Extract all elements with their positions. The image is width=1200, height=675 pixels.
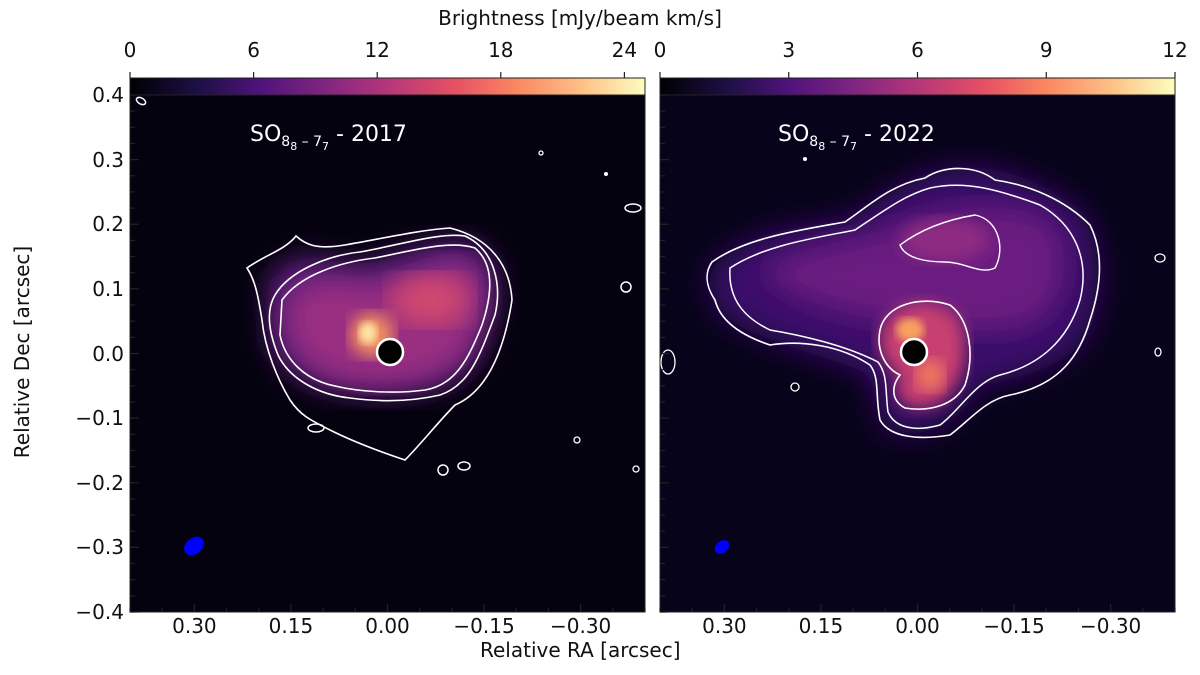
colorbar-tick-label: 24 [611,38,638,62]
y-axis-label: Relative Dec [arcsec] [10,245,34,459]
x-tick-label: −0.30 [549,614,612,638]
colorbar-right [659,77,1176,96]
x-tick-label: 0.15 [268,614,314,638]
x-tick-label: 0.15 [798,614,844,638]
x-tick-label: 0.00 [365,614,410,638]
contour-mid [268,234,499,402]
colorbar-left [129,77,646,96]
colorbar-tick-label: 6 [911,38,924,62]
panel-right-image [659,94,1176,613]
x-tick-label: 0.30 [702,614,747,638]
axis-ticks [129,72,1176,613]
contour-inner-upper [899,214,1001,271]
y-tick-label: 0.3 [92,147,124,172]
x-tick-label: 0.30 [172,614,217,638]
colorbar-tick-label: 12 [364,38,390,62]
y-tick-label: −0.3 [75,535,124,560]
beam-ellipse-right [714,540,730,554]
colorbar-tick-label: 6 [247,38,260,62]
y-tick-label: −0.2 [75,470,124,495]
colorbar-tick-label: 3 [782,38,796,62]
colorbar-label-text: Brightness [mJy/beam km/s] [438,6,722,30]
colorbar-tick-label: 18 [488,38,514,62]
x-tick-label: −0.15 [453,614,515,638]
colorbar-label: Brightness [mJy/beam km/s] [0,6,1200,30]
y-tick-label: 0.2 [92,212,124,237]
x-tick-label: −0.15 [983,614,1045,638]
panel-left-image [129,94,646,613]
contour-inner [878,300,971,410]
colorbar-tick-label: 12 [1162,38,1188,62]
y-tick-label: −0.4 [75,600,124,624]
y-tick-label: 0.4 [92,83,124,107]
colorbar-tick-label: 9 [1039,38,1053,62]
contour-mid [729,184,1084,429]
panel-title-right: SO88 – 77 - 2022 [778,122,935,154]
central-mask [899,337,929,367]
y-tick-label: −0.1 [75,406,124,431]
x-tick-label: 0.00 [895,614,940,638]
y-tick-label: 0.0 [92,341,124,366]
y-tick-label: 0.1 [92,276,124,301]
central-mask [375,337,405,367]
contour-outer [245,227,513,461]
x-axis-label: Relative RA [arcsec] [480,638,681,662]
colorbar-tick-label: 0 [653,38,667,62]
colorbar-tick-label: 0 [123,38,137,62]
contour-outer [706,167,1101,439]
panel-title-left: SO88 – 77 - 2017 [250,122,407,154]
contour-inner [279,244,491,393]
x-tick-label: −0.30 [1079,614,1142,638]
beam-ellipse-left [184,536,204,556]
